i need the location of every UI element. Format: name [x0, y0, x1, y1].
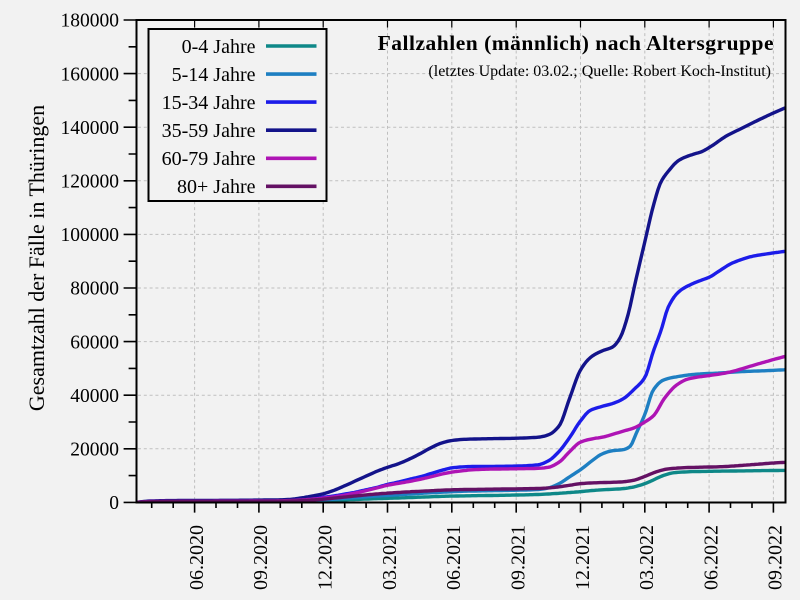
svg-text:120000: 120000 [61, 172, 120, 193]
svg-text:0-4 Jahre: 0-4 Jahre [182, 36, 256, 58]
svg-text:0: 0 [109, 493, 119, 514]
svg-text:80+ Jahre: 80+ Jahre [177, 176, 256, 198]
svg-text:09.2022: 09.2022 [765, 525, 787, 590]
svg-text:40000: 40000 [70, 386, 119, 407]
svg-text:160000: 160000 [61, 64, 120, 85]
svg-text:03.2021: 03.2021 [379, 525, 401, 590]
svg-text:06.2021: 06.2021 [443, 525, 465, 590]
svg-text:180000: 180000 [61, 11, 120, 32]
svg-text:35-59 Jahre: 35-59 Jahre [162, 120, 256, 142]
svg-text:5-14 Jahre: 5-14 Jahre [172, 64, 256, 86]
svg-text:15-34 Jahre: 15-34 Jahre [162, 92, 256, 114]
svg-text:60-79 Jahre: 60-79 Jahre [162, 148, 256, 170]
svg-text:09.2021: 09.2021 [508, 525, 530, 590]
svg-text:09.2020: 09.2020 [250, 525, 272, 590]
svg-text:12.2021: 12.2021 [572, 525, 594, 590]
svg-text:Gesamtzahl der Fälle in Thürin: Gesamtzahl der Fälle in Thüringen [24, 105, 49, 411]
svg-text:60000: 60000 [70, 332, 119, 353]
svg-text:(letztes Update: 03.02.; Quell: (letztes Update: 03.02.; Quelle: Robert … [428, 63, 771, 80]
svg-text:20000: 20000 [70, 440, 119, 461]
svg-text:140000: 140000 [61, 118, 120, 139]
svg-text:80000: 80000 [70, 279, 119, 300]
svg-text:06.2022: 06.2022 [700, 525, 722, 590]
svg-text:12.2020: 12.2020 [315, 525, 337, 590]
svg-text:100000: 100000 [61, 225, 120, 246]
svg-text:03.2022: 03.2022 [636, 525, 658, 590]
svg-text:06.2020: 06.2020 [186, 525, 208, 590]
svg-text:Fallzahlen (männlich) nach Alt: Fallzahlen (männlich) nach Altersgruppe [378, 31, 774, 55]
